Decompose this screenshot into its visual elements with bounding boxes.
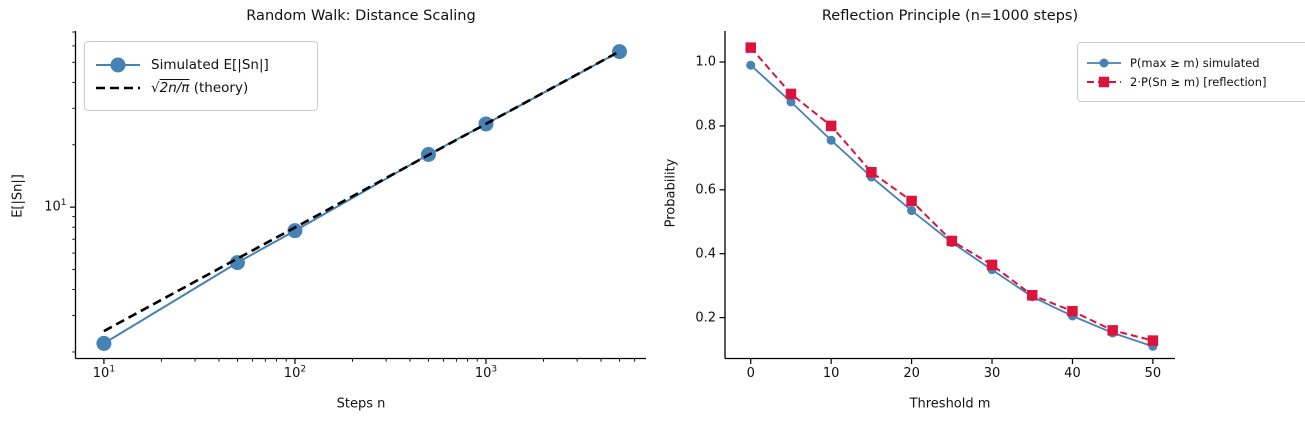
- legend-label-reflection: 2·P(Sn ≥ m) [reflection]: [1130, 74, 1267, 89]
- data-point-marker: [826, 135, 836, 145]
- series-line: [103, 50, 620, 345]
- tick-label: 30: [983, 365, 1001, 381]
- data-point-marker: [229, 255, 245, 271]
- data-point-marker: [1026, 289, 1038, 301]
- data-point-marker: [1107, 325, 1118, 336]
- tick-label: 1.0: [695, 54, 716, 70]
- left-y-axis-label: E[|Sn|]: [10, 174, 26, 218]
- data-point-marker: [1067, 305, 1078, 317]
- legend-label-simulated: Simulated E[|Sn|]: [151, 56, 269, 73]
- tick-label: 50: [1144, 365, 1162, 381]
- tick-label: 10: [822, 365, 840, 381]
- data-point-marker: [986, 259, 998, 271]
- sqrt-symbol: √: [151, 79, 160, 96]
- tick-label: 101: [44, 198, 67, 215]
- tick-label: 102: [283, 364, 307, 381]
- legend-entry-reflection: 2·P(Sn ≥ m) [reflection]: [1086, 75, 1302, 89]
- series-line: [103, 50, 621, 333]
- tick-label: 0.2: [695, 310, 716, 326]
- legend-entry-simulated: Simulated E[|Sn|]: [95, 57, 307, 73]
- tick-label: 101: [92, 364, 116, 381]
- legend-sample-theory-line-icon: [96, 86, 140, 89]
- tick-label: 0.6: [695, 182, 716, 198]
- legend-entry-theory: √2n/π (theory): [95, 80, 307, 96]
- data-point-marker: [1147, 335, 1159, 346]
- legend-marker: [1099, 58, 1109, 67]
- left-chart-legend: Simulated E[|Sn|] √2n/π (theory): [84, 41, 318, 111]
- data-point-marker: [612, 44, 628, 60]
- theory-suffix: (theory): [189, 79, 249, 96]
- left-x-axis-label: Steps n: [336, 396, 386, 412]
- legend-label-pmax: P(max ≥ m) simulated: [1130, 55, 1260, 70]
- tick-label: 0.4: [695, 246, 716, 262]
- data-point-marker: [786, 97, 796, 107]
- tick-label: 40: [1064, 365, 1081, 381]
- legend-sample-simulated-line-icon: [96, 57, 140, 72]
- legend-sample-reflection-line-icon: [1087, 76, 1121, 87]
- data-point-marker: [785, 88, 797, 100]
- legend-marker: [110, 57, 126, 72]
- sqrt-radicand: 2n/π: [159, 79, 190, 96]
- data-point-marker: [866, 166, 877, 178]
- data-point-marker: [825, 120, 837, 132]
- legend-sample-pmax-line-icon: [1087, 58, 1121, 67]
- right-x-axis-label: Threshold m: [909, 396, 991, 412]
- tick-label: 0: [746, 365, 755, 381]
- right-chart-title: Reflection Principle (n=1000 steps): [821, 8, 1079, 24]
- tick-label: 0.8: [695, 118, 716, 134]
- data-point-marker: [96, 335, 112, 351]
- legend-entry-pmax: P(max ≥ m) simulated: [1086, 56, 1302, 70]
- tick-label: 20: [903, 365, 920, 381]
- series-line: [750, 64, 1154, 348]
- legend-marker: [1098, 76, 1110, 87]
- data-point-marker: [745, 42, 756, 53]
- tick-label: 103: [474, 364, 498, 381]
- data-point-marker: [287, 223, 303, 239]
- right-chart-legend: P(max ≥ m) simulated 2·P(Sn ≥ m) [reflec…: [1077, 42, 1305, 102]
- right-y-axis-label: Probability: [663, 158, 679, 228]
- data-point-marker: [946, 235, 958, 247]
- legend-label-theory: √2n/π (theory): [151, 80, 248, 96]
- data-point-marker: [906, 195, 917, 207]
- left-chart-title: Random Walk: Distance Scaling: [246, 8, 476, 24]
- data-point-marker: [907, 206, 917, 216]
- data-point-marker: [746, 60, 756, 70]
